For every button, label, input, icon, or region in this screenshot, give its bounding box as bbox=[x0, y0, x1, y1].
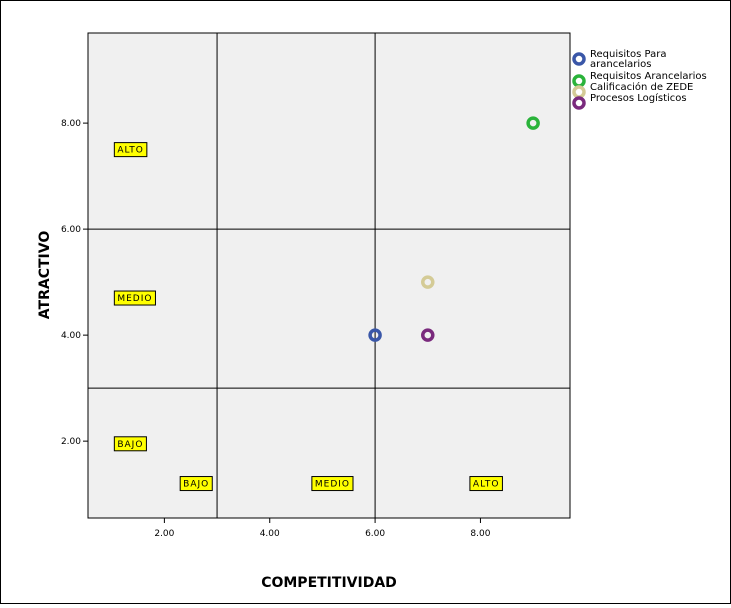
region-label-box bbox=[179, 476, 213, 492]
region-label-alto: ALTO bbox=[469, 476, 503, 492]
region-label-box bbox=[113, 142, 148, 158]
region-label-bajo: BAJO bbox=[179, 476, 213, 492]
y-tick-label: 2.00 bbox=[61, 437, 81, 447]
legend-marker bbox=[572, 74, 586, 88]
legend-marker bbox=[572, 96, 586, 110]
legend-label: Requisitos Para bbox=[590, 49, 666, 60]
region-label-box bbox=[311, 476, 354, 492]
y-tick-label: 6.00 bbox=[61, 225, 81, 235]
y-axis-title: ATRACTIVO bbox=[37, 231, 53, 320]
region-label-box bbox=[469, 476, 503, 492]
quadrant-lines bbox=[88, 33, 570, 518]
region-label-medio: MEDIO bbox=[113, 290, 156, 306]
legend-label: arancelarios bbox=[590, 59, 651, 70]
legend-marker bbox=[572, 85, 586, 99]
legend-item: Procesos Logísticos bbox=[572, 92, 687, 110]
y-axis: 2.00 4.00 6.00 8.00 bbox=[61, 119, 88, 447]
data-point bbox=[421, 275, 435, 289]
region-label-medio: MEDIO bbox=[311, 476, 354, 492]
region-label-box bbox=[113, 290, 156, 306]
x-tick-label: 6.00 bbox=[365, 529, 385, 539]
legend-label: Requisitos Arancelarios bbox=[590, 71, 707, 82]
legend-marker bbox=[572, 52, 586, 66]
data-point bbox=[368, 328, 382, 342]
region-label-text: ALTO bbox=[117, 146, 144, 156]
region-label-text: BAJO bbox=[117, 440, 143, 450]
region-label-bajo: BAJO bbox=[113, 436, 147, 452]
legend-label: Procesos Logísticos bbox=[590, 92, 687, 104]
x-tick-label: 4.00 bbox=[260, 529, 280, 539]
plot-area bbox=[87, 32, 571, 519]
x-axis: 2.00 4.00 6.00 8.00 bbox=[154, 518, 491, 539]
region-label-text: BAJO bbox=[183, 480, 209, 490]
y-tick-label: 4.00 bbox=[61, 331, 81, 341]
x-tick-label: 2.00 bbox=[154, 529, 174, 539]
y-tick-label: 8.00 bbox=[61, 119, 81, 129]
x-tick-label: 8.00 bbox=[470, 529, 490, 539]
data-points bbox=[368, 116, 540, 342]
region-label-text: ALTO bbox=[473, 480, 500, 490]
region-label-box bbox=[113, 436, 147, 452]
region-label-text: MEDIO bbox=[117, 294, 152, 304]
region-labels: ALTO MEDIO BAJO BAJO MEDIO ALTO bbox=[113, 142, 503, 492]
region-label-text: MEDIO bbox=[315, 480, 350, 490]
region-label-alto: ALTO bbox=[113, 142, 148, 158]
data-point bbox=[526, 116, 540, 130]
x-axis-title: COMPETITIVIDAD bbox=[261, 575, 397, 591]
legend-label: Calificación de ZEDE bbox=[590, 81, 693, 93]
data-point bbox=[421, 328, 435, 342]
